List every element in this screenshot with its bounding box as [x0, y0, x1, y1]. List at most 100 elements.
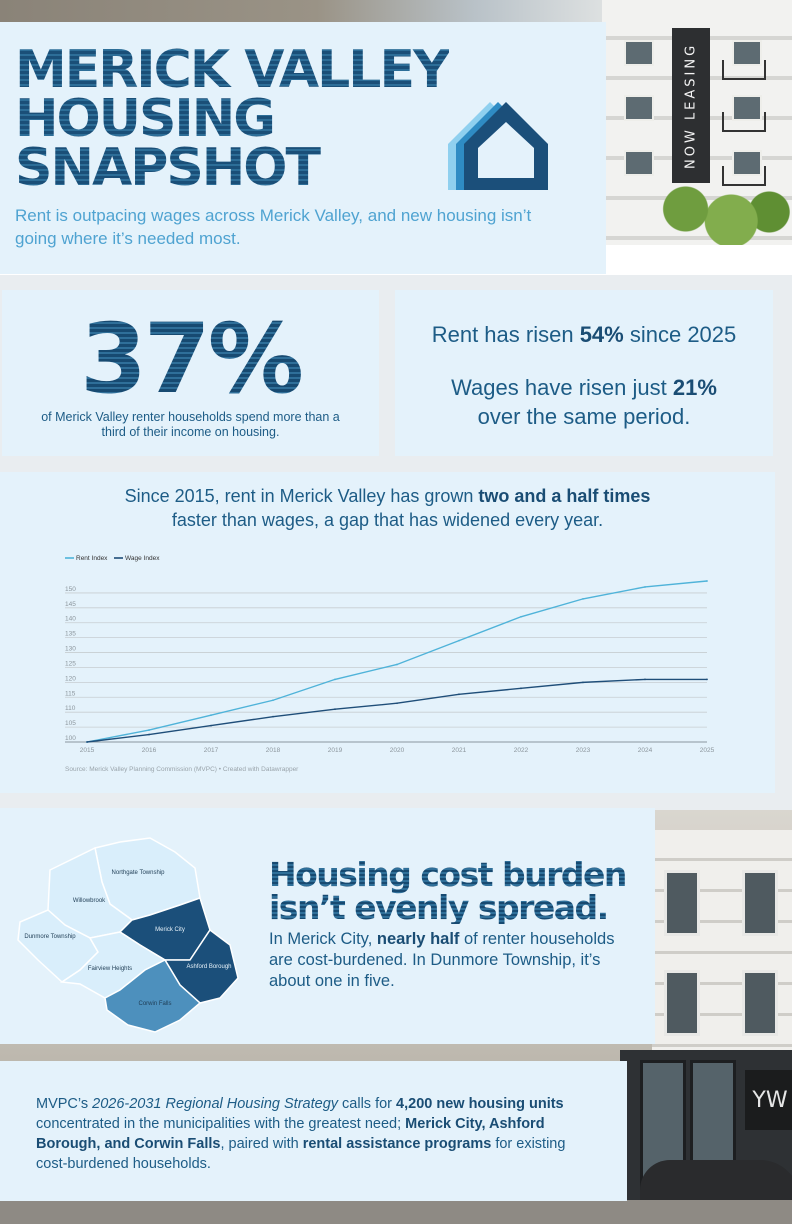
- x-tick-label: 2015: [80, 747, 95, 754]
- rent-rise-statement: Rent has risen 54% since 2025: [395, 320, 773, 349]
- map-label-corwin-falls: Corwin Falls: [138, 1001, 171, 1007]
- map-panel: Northgate Township Willowbrook Dunmore T…: [0, 808, 655, 1044]
- x-tick-label: 2022: [514, 747, 529, 754]
- street: [0, 1200, 792, 1224]
- strategy-municipalities: Merick City, Ashford Borough, and Corwin…: [36, 1116, 545, 1152]
- data-point: [582, 597, 584, 600]
- y-tick-label: 125: [65, 660, 76, 667]
- y-tick-label: 105: [65, 720, 76, 727]
- strategy-panel: MVPC’s 2026-2031 Regional Housing Strate…: [0, 1061, 627, 1201]
- chart-heading-text: Since 2015, rent in Merick Valley has gr…: [124, 486, 479, 506]
- wage-rise-statement: Wages have risen just 21% over the same p…: [395, 373, 773, 431]
- rent-rise-value: 54%: [579, 322, 624, 347]
- data-point: [148, 733, 150, 736]
- wage-rise-text: Wages have risen just: [451, 375, 673, 400]
- wage-rise-period: over the same period.: [477, 404, 691, 429]
- burden-caption: of Merick Valley renter households spend…: [41, 410, 340, 439]
- strategy-document-title: 2026-2031 Regional Housing Strategy: [92, 1096, 339, 1112]
- y-tick-label: 115: [65, 690, 76, 697]
- x-tick-label: 2017: [204, 747, 219, 754]
- y-tick-label: 130: [65, 646, 76, 653]
- burden-stat-panel: 37% of Merick Valley renter households s…: [2, 290, 379, 456]
- chart-source: Source: Merick Valley Planning Commissio…: [65, 766, 299, 773]
- rent-rise-since: since 2025: [623, 322, 737, 347]
- burden-description: In Merick City, nearly half of renter ho…: [269, 929, 639, 992]
- trees-image: [640, 185, 792, 245]
- data-point: [458, 639, 460, 642]
- data-point: [706, 580, 708, 582]
- burden-title: Housing cost burden isn’t evenly spread.: [269, 858, 649, 924]
- x-tick-label: 2018: [266, 747, 281, 754]
- data-point: [272, 715, 274, 718]
- chart-heading: Since 2015, rent in Merick Valley has gr…: [40, 484, 735, 532]
- map-label-merick-city: Merick City: [155, 927, 185, 933]
- x-tick-label: 2024: [638, 747, 653, 754]
- strategy-text-7: , paired with: [220, 1136, 303, 1152]
- data-point: [334, 708, 336, 711]
- chart-heading-end: faster than wages, a gap that has widene…: [171, 510, 604, 530]
- data-point: [334, 678, 336, 681]
- rent-rise-text: Rent has risen: [431, 322, 580, 347]
- strategy-text-9: for existing cost-burdened households.: [36, 1136, 566, 1172]
- y-tick-label: 120: [65, 675, 76, 682]
- chart-panel: Since 2015, rent in Merick Valley has gr…: [0, 472, 775, 793]
- y-tick-label: 135: [65, 631, 76, 638]
- x-tick-label: 2023: [576, 747, 591, 754]
- municipality-map: Northgate Township Willowbrook Dunmore T…: [17, 837, 239, 1033]
- now-leasing-sign: NOW LEASING: [672, 28, 710, 183]
- burden-text-end: of renter households are cost-burdened. …: [269, 930, 615, 990]
- y-tick-label: 145: [65, 601, 76, 608]
- map-region-corwin-falls: [104, 959, 202, 1033]
- store-sign: YW: [745, 1070, 792, 1130]
- x-tick-label: 2019: [328, 747, 343, 754]
- data-point: [396, 663, 398, 666]
- strategy-text-3: calls for: [338, 1096, 397, 1112]
- data-point: [520, 687, 522, 690]
- map-label-northgate-township: Northgate Township: [112, 870, 166, 876]
- data-point: [520, 615, 522, 618]
- burden-percentage: 37%: [2, 304, 379, 414]
- data-point: [582, 681, 584, 684]
- data-point: [458, 693, 460, 696]
- strategy-programs: rental assistance programs: [302, 1136, 492, 1152]
- y-tick-label: 110: [65, 705, 76, 712]
- burden-text-bold: nearly half: [376, 930, 460, 948]
- data-point: [644, 678, 646, 681]
- data-point: [396, 702, 398, 705]
- data-point: [644, 586, 646, 588]
- series-line-wage-index: [86, 678, 707, 743]
- map-label-willowbrook: Willowbrook: [73, 898, 106, 904]
- y-tick-label: 100: [65, 735, 76, 742]
- data-point: [148, 729, 150, 731]
- x-tick-label: 2016: [142, 747, 157, 754]
- map-label-dunmore-township: Dunmore Township: [24, 934, 76, 940]
- y-tick-label: 140: [65, 616, 76, 623]
- y-tick-label: 150: [65, 586, 76, 593]
- strategy-units: 4,200 new housing units: [396, 1096, 564, 1112]
- data-point: [86, 741, 88, 743]
- x-tick-label: 2021: [452, 747, 467, 754]
- x-tick-label: 2020: [390, 747, 405, 754]
- legend-label: Wage Index: [125, 555, 160, 562]
- data-point: [706, 678, 708, 681]
- legend-label: Rent Index: [76, 555, 108, 562]
- data-point: [272, 699, 274, 702]
- chart-heading-bold: two and a half times: [478, 486, 651, 506]
- page-title: MERICK VALLEY HOUSING SNAPSHOT: [15, 40, 451, 198]
- x-tick-label: 2025: [700, 747, 715, 754]
- wage-rise-value: 21%: [672, 375, 717, 400]
- burden-text-start: In Merick City,: [269, 930, 377, 948]
- rent-wage-panel: Rent has risen 54% since 2025 Wages have…: [395, 290, 773, 456]
- rent-wage-line-chart: Rent Index Wage Index 100 105 110 115 120 125 1…: [65, 555, 715, 773]
- data-point: [210, 724, 212, 727]
- strategy-text-5: concentrated in the municipalities with …: [36, 1116, 406, 1132]
- strategy-text: MVPC’s 2026-2031 Regional Housing Strate…: [36, 1094, 596, 1174]
- series-line-rent-index: [86, 580, 708, 743]
- map-label-ashford-borough: Ashford Borough: [186, 964, 231, 970]
- map-label-fairview-heights: Fairview Heights: [88, 966, 132, 972]
- strategy-text-1: MVPC’s: [36, 1096, 93, 1112]
- data-point: [210, 714, 212, 717]
- house-icon: [448, 102, 548, 190]
- page-subtitle: Rent is outpacing wages across Merick Va…: [15, 206, 532, 248]
- title-panel: MERICK VALLEY HOUSING SNAPSHOT Rent is o…: [0, 22, 606, 274]
